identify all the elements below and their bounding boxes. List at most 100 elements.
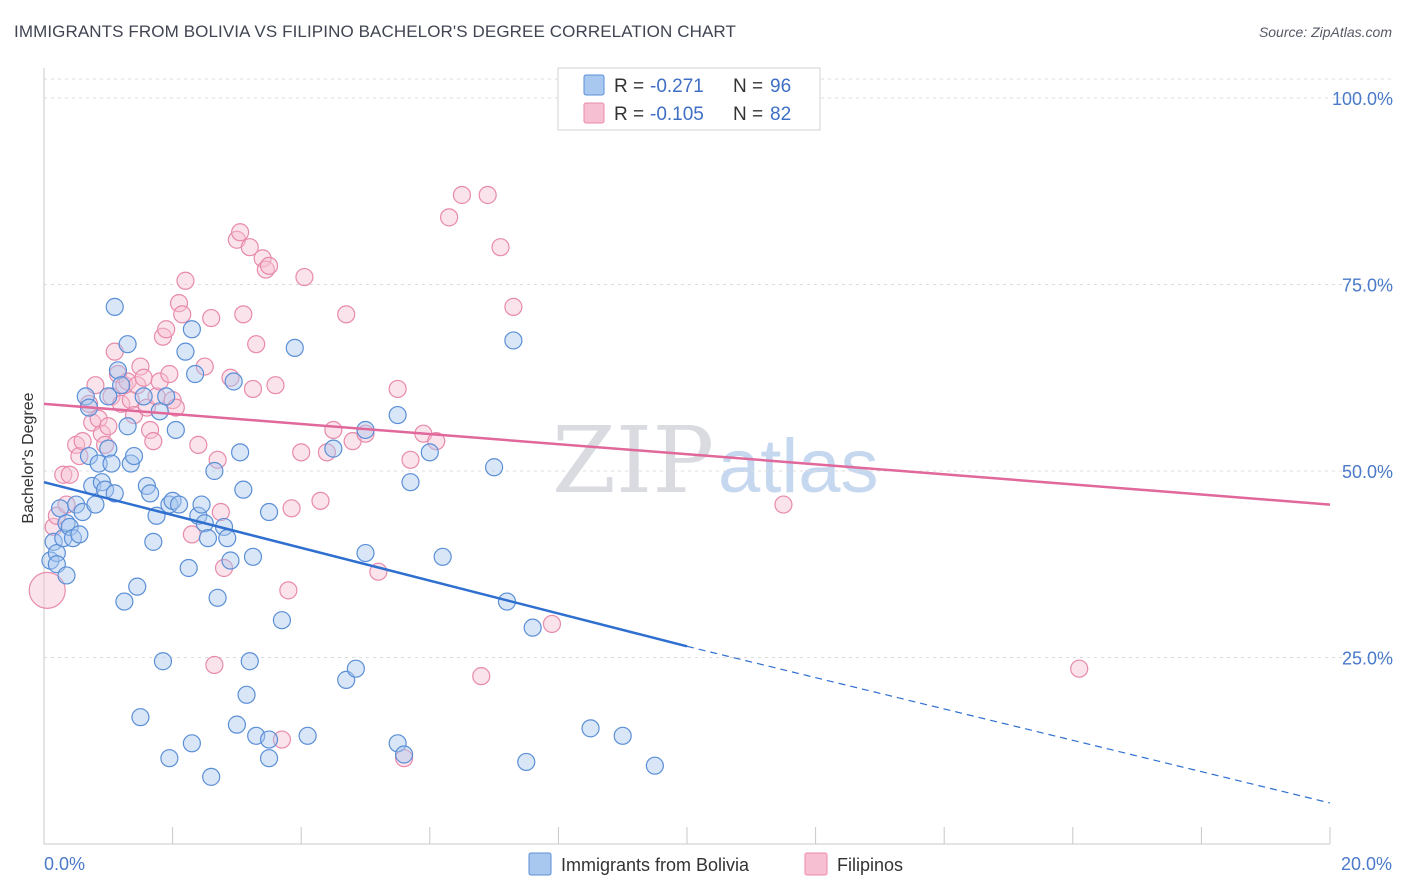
- bolivia-point: [105, 297, 124, 316]
- filipino-point: [542, 614, 562, 634]
- bolivia-point: [134, 387, 153, 406]
- legend-n-value-filipinos: 82: [770, 104, 791, 125]
- legend-r-label-filipinos: R =: [614, 104, 644, 125]
- bolivia-point: [112, 376, 131, 395]
- bolivia-point: [234, 480, 253, 499]
- y-tick-label-100: 100.0%: [1332, 89, 1393, 109]
- bolivia-point: [44, 532, 63, 551]
- bolivia-point: [523, 618, 542, 637]
- filipino-point: [54, 465, 73, 484]
- bolivia-point: [218, 529, 237, 548]
- bolivia-point: [115, 592, 134, 611]
- bottom-legend-swatch-bolivia[interactable]: [528, 852, 552, 876]
- bolivia-point: [102, 454, 121, 473]
- legend-r-value-filipinos: -0.105: [650, 104, 704, 125]
- filipino-point: [478, 185, 497, 205]
- bolivia-point: [433, 547, 452, 566]
- filipino-point: [99, 417, 118, 436]
- gridlines: [44, 78, 1392, 658]
- filipino-point: [195, 357, 214, 376]
- bolivia-point: [79, 446, 99, 466]
- bolivia-point: [324, 439, 343, 458]
- filipino-point: [266, 376, 285, 395]
- bolivia-point: [118, 335, 137, 354]
- bolivia-point: [259, 502, 279, 522]
- filipino-point: [427, 432, 446, 451]
- bolivia-point: [208, 588, 227, 607]
- bolivia-point: [86, 495, 105, 514]
- filipino-point: [231, 223, 250, 242]
- legend-n-label-bolivia: N =: [733, 76, 763, 97]
- filipino-point: [202, 308, 221, 328]
- filipino-point: [128, 376, 147, 395]
- bolivia-point: [259, 730, 279, 749]
- bolivia-point: [285, 338, 304, 358]
- bolivia-point: [401, 473, 420, 492]
- filipino-point: [189, 435, 208, 454]
- y-tick-label-25: 25.0%: [1342, 649, 1393, 669]
- filipino-point: [214, 558, 234, 578]
- watermark-zip: ZIP: [552, 407, 714, 514]
- bolivia-point: [105, 484, 124, 503]
- trend-lines: [43, 402, 1331, 804]
- bolivia-point: [186, 364, 205, 384]
- bolivia-point: [205, 461, 224, 481]
- bolivia-point: [179, 558, 198, 578]
- bolivia-point: [517, 752, 536, 772]
- filipino-point: [247, 335, 266, 354]
- bolivia-point: [202, 767, 221, 786]
- x-tick-marks: [43, 827, 1331, 844]
- bolivia-point: [140, 484, 160, 503]
- bolivia-point: [237, 685, 256, 704]
- filipino-point: [279, 581, 298, 600]
- bolivia-point: [388, 734, 407, 753]
- x-tick-label-min: 0.0%: [44, 854, 85, 874]
- bottom-legend-label-bolivia[interactable]: Immigrants from Bolivia: [561, 855, 750, 875]
- bottom-legend-swatch-filipinos[interactable]: [804, 852, 828, 876]
- filipino-point: [134, 368, 153, 387]
- trend-line-bolivia: [43, 480, 688, 648]
- bolivia-point: [70, 525, 89, 544]
- y-tick-label-75: 75.0%: [1342, 276, 1393, 296]
- filipino-point: [240, 238, 259, 257]
- filipino-point: [234, 305, 253, 324]
- bolivia-point: [346, 659, 365, 678]
- legend-swatch-bolivia: [583, 74, 605, 96]
- filipino-point: [211, 502, 230, 522]
- bolivia-point: [108, 361, 128, 380]
- bolivia-point: [272, 611, 292, 630]
- filipino-point: [491, 238, 510, 257]
- legend-n-value-bolivia: 96: [770, 76, 791, 97]
- filipino-point: [472, 667, 491, 686]
- bolivia-point: [166, 420, 185, 440]
- filipino-point: [259, 256, 279, 275]
- bolivia-point: [298, 726, 317, 745]
- bottom-legend-label-filipinos[interactable]: Filipinos: [837, 855, 903, 875]
- filipino-point: [160, 364, 179, 384]
- y-tick-label-50: 50.0%: [1342, 462, 1393, 482]
- bolivia-point: [224, 372, 243, 391]
- filipino-point: [28, 571, 66, 609]
- bolivia-point: [57, 566, 76, 585]
- bolivia-point: [169, 495, 189, 514]
- filipino-point: [295, 267, 314, 287]
- filipino-point: [176, 271, 195, 290]
- bolivia-point: [157, 387, 176, 406]
- filipino-point: [60, 465, 79, 484]
- filipino-point: [292, 443, 311, 462]
- series-filipinos: [28, 185, 1089, 768]
- legend-r-label-bolivia: R =: [614, 76, 644, 97]
- bolivia-point: [504, 331, 523, 350]
- filipino-point: [70, 446, 89, 466]
- filipino-point: [253, 249, 272, 268]
- bolivia-point: [99, 439, 118, 458]
- filipino-point: [272, 730, 292, 749]
- bolivia-point: [176, 342, 195, 361]
- filipino-point: [140, 420, 160, 440]
- bolivia-point: [420, 443, 439, 462]
- bolivia-point: [99, 387, 118, 406]
- bolivia-point: [67, 495, 86, 514]
- watermark: ZIP atlas: [552, 407, 879, 514]
- source-credit: Source: ZipAtlas.com: [1258, 24, 1392, 40]
